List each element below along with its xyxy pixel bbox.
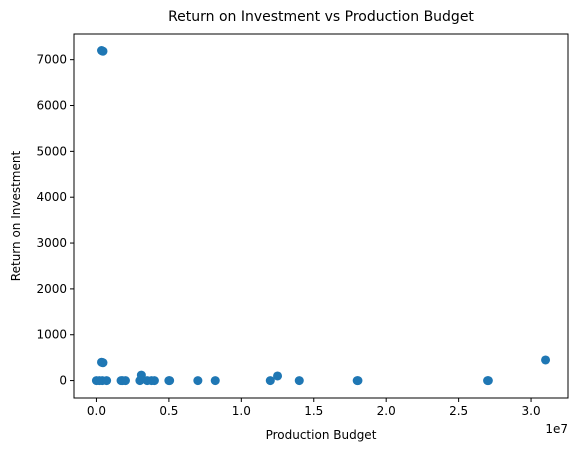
x-tick-label: 1.0 xyxy=(232,404,251,418)
data-point xyxy=(98,358,108,368)
data-point xyxy=(210,376,220,386)
data-point xyxy=(265,376,275,386)
y-tick-label: 1000 xyxy=(36,328,67,342)
y-tick-label: 5000 xyxy=(36,144,67,158)
data-point xyxy=(120,376,130,386)
data-point xyxy=(353,376,363,386)
y-tick-label: 7000 xyxy=(36,53,67,67)
y-tick-label: 0 xyxy=(59,374,67,388)
y-tick-label: 4000 xyxy=(36,190,67,204)
data-point xyxy=(98,46,108,56)
data-point xyxy=(541,355,551,365)
plot-area xyxy=(91,46,551,386)
x-tick-label: 2.0 xyxy=(377,404,396,418)
x-tick-label: 3.0 xyxy=(522,404,541,418)
data-point xyxy=(102,376,112,386)
x-tick-label: 1.5 xyxy=(304,404,323,418)
data-point xyxy=(273,371,283,381)
data-point xyxy=(483,376,493,386)
x-tick-label: 0.0 xyxy=(87,404,106,418)
x-tick-label: 2.5 xyxy=(449,404,468,418)
y-axis-label: Return on Investment xyxy=(9,151,23,282)
x-axis: 0.0 0.5 1.0 1.5 2.0 2.5 3.0 xyxy=(87,398,541,418)
x-axis-offset-label: 1e7 xyxy=(545,422,568,436)
data-point xyxy=(136,370,146,380)
y-tick-label: 6000 xyxy=(36,99,67,113)
y-tick-label: 2000 xyxy=(36,282,67,296)
data-point xyxy=(149,376,159,386)
data-point xyxy=(294,376,304,386)
data-point xyxy=(165,376,175,386)
y-axis: 0 1000 2000 3000 4000 5000 6000 7000 xyxy=(36,53,74,388)
x-axis-label: Production Budget xyxy=(266,428,377,442)
data-point xyxy=(193,376,203,386)
x-tick-label: 0.5 xyxy=(159,404,178,418)
axes-frame xyxy=(73,33,569,399)
y-tick-label: 3000 xyxy=(36,236,67,250)
chart-title: Return on Investment vs Production Budge… xyxy=(168,9,474,25)
